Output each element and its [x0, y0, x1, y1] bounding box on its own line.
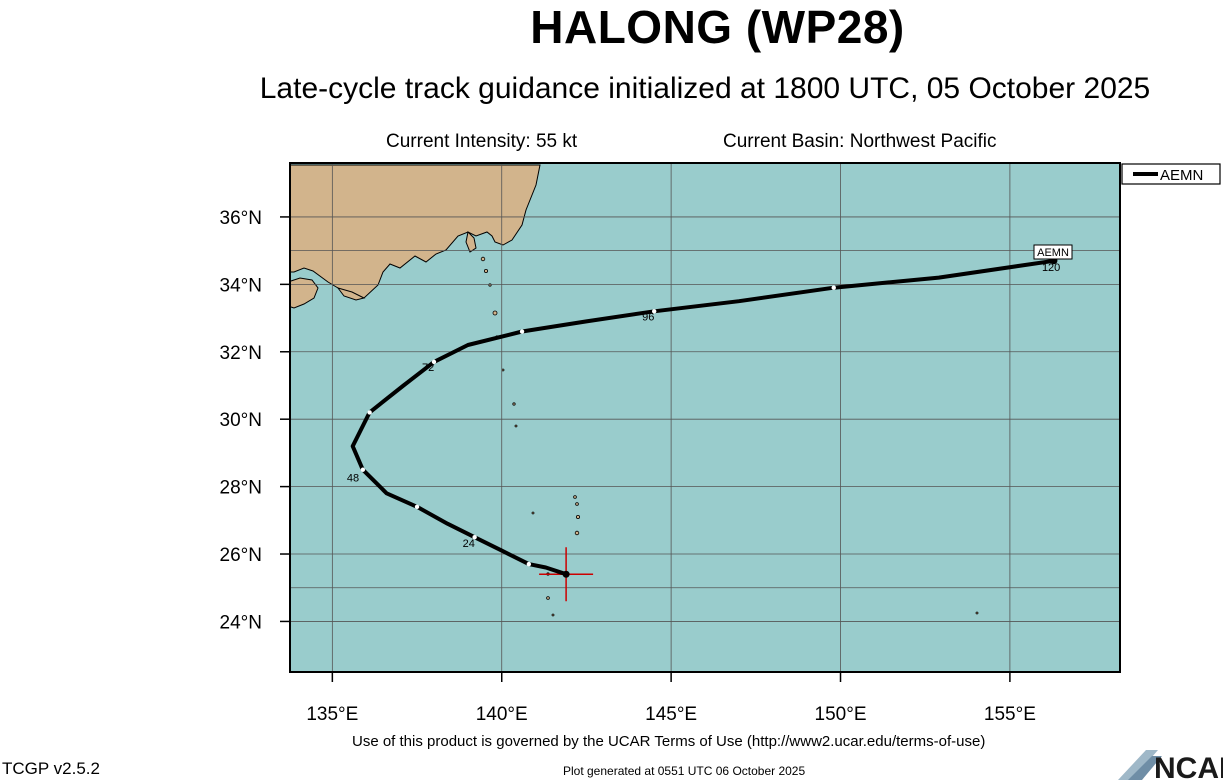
track-marker-5 — [431, 359, 437, 365]
track-marker-1 — [472, 534, 477, 540]
land-kii-peninsula — [336, 287, 366, 301]
land-honshu — [290, 164, 541, 299]
generated-time: Plot generated at 0551 UTC 06 October 20… — [563, 764, 806, 778]
grid-lines — [290, 163, 1120, 672]
ncar-logo-text: NCAR — [1154, 752, 1223, 780]
legend: AEMN — [1121, 163, 1221, 185]
storm-title: HALONG (WP28) — [530, 1, 905, 53]
track-end-label: AEMN — [1033, 244, 1073, 260]
track-start-dot — [562, 570, 570, 578]
tick-label-lon-140: 140°E — [476, 704, 528, 725]
track-marker-4 — [367, 410, 372, 415]
current-intensity: Current Intensity: 55 kt — [386, 131, 578, 152]
tick-label-lat-34: 34°N — [220, 275, 262, 296]
legend-label-aemn: AEMN — [1160, 167, 1203, 184]
track-marker-8 — [831, 285, 836, 290]
hour-label-96: 96 — [642, 311, 654, 323]
land-izu-peninsula — [465, 230, 477, 253]
tick-label-lon-145: 145°E — [645, 704, 697, 725]
hour-label-72: 72 — [422, 362, 434, 374]
tick-label-lat-24: 24°N — [220, 612, 262, 633]
land-shikoku — [290, 277, 319, 309]
axis-ticks — [280, 216, 1011, 682]
tick-label-lat-30: 30°N — [220, 410, 262, 431]
forecast-hour-labels: 24 48 72 96 120 — [347, 262, 1060, 550]
hour-label-48: 48 — [347, 473, 359, 485]
track-marker-3 — [360, 467, 366, 472]
guidance-subtitle: Late-cycle track guidance initialized at… — [259, 72, 1151, 105]
axis-tick-labels: 135°E 140°E 145°E 150°E 155°E 24°N 26°N 28°N 30°… — [220, 208, 1036, 725]
current-basin: Current Basin: Northwest Pacific — [723, 131, 997, 152]
track-end-label-text: AEMN — [1037, 247, 1069, 259]
tick-label-lat-26: 26°N — [220, 545, 262, 566]
track-marker-2 — [414, 504, 420, 510]
tick-label-lat-36: 36°N — [220, 208, 262, 229]
track-markers — [360, 257, 1058, 578]
hour-label-24: 24 — [463, 538, 475, 550]
tick-label-lon-135: 135°E — [306, 704, 358, 725]
plot-frame — [289, 162, 1121, 673]
tick-label-lon-150: 150°E — [815, 704, 867, 725]
tick-label-lat-28: 28°N — [220, 478, 262, 499]
track-marker-0 — [526, 561, 532, 567]
ncar-logo: NCAR — [1118, 750, 1223, 780]
terms-of-use: Use of this product is governed by the U… — [352, 733, 986, 750]
version-label: TCGP v2.5.2 — [2, 759, 100, 778]
track-marker-7 — [651, 309, 657, 314]
legend-box — [1121, 163, 1221, 185]
track-marker-6 — [519, 329, 525, 334]
tick-label-lat-32: 32°N — [220, 343, 262, 364]
tick-label-lon-155: 155°E — [984, 704, 1036, 725]
hour-label-120: 120 — [1042, 262, 1060, 274]
